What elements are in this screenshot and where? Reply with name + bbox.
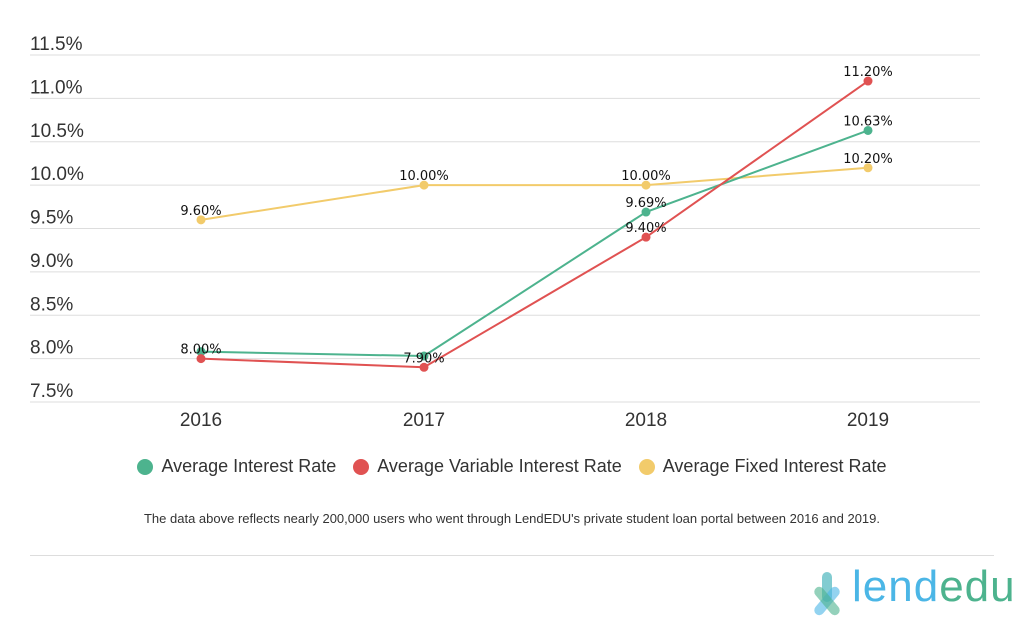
legend-item: Average Fixed Interest Rate <box>638 456 887 477</box>
logo-text-lend: lend <box>852 562 940 611</box>
logo-mark-icon <box>814 572 840 616</box>
lendedu-logo: lendedu <box>808 562 1015 620</box>
logo-text: lendedu <box>852 562 1016 612</box>
data-point <box>641 180 651 190</box>
y-tick-label: 10.5% <box>30 121 84 142</box>
data-point <box>641 207 651 217</box>
legend-label: Average Interest Rate <box>161 456 337 476</box>
data-label: 7.90% <box>403 351 444 366</box>
x-tick-label: 2019 <box>847 410 889 431</box>
x-tick-label: 2017 <box>403 410 445 431</box>
series-line <box>200 80 869 369</box>
data-label: 11.20% <box>843 65 893 80</box>
data-label: 8.00% <box>180 343 221 358</box>
line-chart: 11.5% 11.0% 10.5% 10.0% 9.5% 9.0% 8.5% 8.0% 7.5%… <box>30 34 980 431</box>
legend-item: Average Interest Rate <box>137 456 336 477</box>
data-point <box>419 351 429 361</box>
data-point <box>863 76 873 86</box>
legend-label: Average Fixed Interest Rate <box>662 456 887 476</box>
data-label: 9.69% <box>625 196 666 211</box>
data-label: 10.63% <box>843 114 893 129</box>
y-tick-label: 9.0% <box>30 251 73 272</box>
data-label: 10.00% <box>399 169 449 184</box>
divider <box>30 555 994 556</box>
legend-item: Average Variable Interest Rate <box>353 456 622 477</box>
legend-label: Average Variable Interest Rate <box>377 456 622 476</box>
y-tick-label: 8.5% <box>30 294 73 315</box>
data-label: 9.40% <box>625 221 666 236</box>
data-label: 10.00% <box>621 169 671 184</box>
data-label: 9.60% <box>180 204 221 219</box>
data-point <box>419 362 429 372</box>
y-tick-label: 9.5% <box>30 208 73 229</box>
y-tick-label: 11.5% <box>30 34 83 55</box>
data-point <box>419 180 429 190</box>
x-tick-label: 2018 <box>625 410 667 431</box>
data-point <box>863 125 873 135</box>
data-point <box>863 163 873 173</box>
legend: Average Interest Rate Average Variable I… <box>0 456 1024 480</box>
logo-text-edu: edu <box>939 562 1016 611</box>
data-point <box>196 215 206 225</box>
y-tick-label: 7.5% <box>30 381 73 402</box>
legend-dot <box>137 458 154 475</box>
legend-dot <box>353 458 370 475</box>
data-point <box>196 354 206 364</box>
series-line <box>200 166 869 221</box>
series-line <box>200 129 869 358</box>
data-label: 10.20% <box>843 152 893 167</box>
y-tick-label: 10.0% <box>30 164 84 185</box>
data-point <box>641 232 651 242</box>
data-point <box>196 347 206 357</box>
y-tick-label: 11.0% <box>30 77 83 98</box>
legend-dot <box>638 458 655 475</box>
y-tick-label: 8.0% <box>30 338 73 359</box>
x-tick-label: 2016 <box>180 410 222 431</box>
chart-note: The data above reflects nearly 200,000 u… <box>143 511 881 526</box>
